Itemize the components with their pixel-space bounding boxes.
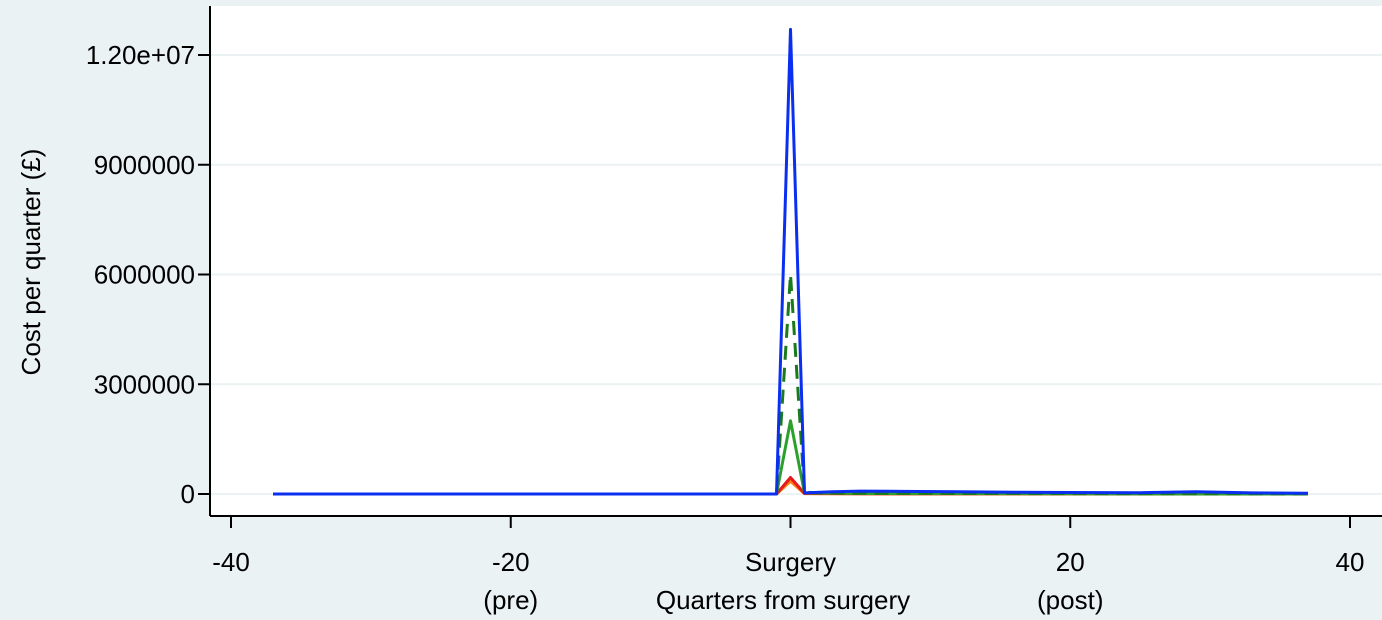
y-tick-label-0: 0 [181, 479, 195, 509]
x-axis-title: Quarters from surgery [656, 585, 910, 615]
y-tick-label-1: 3000000 [94, 369, 195, 399]
series-line-4 [273, 27, 1309, 496]
y-tick-label-3: 9000000 [94, 150, 195, 180]
y-axis-title: Cost per quarter (£) [16, 149, 46, 376]
x-tick-label-4: 40 [1336, 547, 1365, 577]
y-ticks: 0 3000000 6000000 9000000 1.20e+07 [86, 40, 210, 509]
x-tick-label-0: -40 [212, 547, 250, 577]
y-tick-label-4: 1.20e+07 [86, 40, 195, 70]
x-tick-label-1: -20 [492, 547, 530, 577]
x-tick-sublabel-3: (post) [1037, 585, 1103, 615]
x-tick-label-2: Surgery [745, 547, 836, 577]
y-tick-label-2: 6000000 [94, 260, 195, 290]
x-tick-label-3: 20 [1056, 547, 1085, 577]
x-ticks: -40 -20 (pre) Surgery 20 (post) 40 [212, 516, 1364, 615]
series-layer [273, 27, 1309, 496]
x-tick-sublabel-1: (pre) [483, 585, 538, 615]
